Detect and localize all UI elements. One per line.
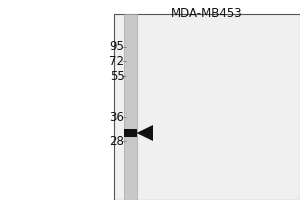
Text: 55: 55 bbox=[110, 70, 124, 83]
Text: MDA-MB453: MDA-MB453 bbox=[171, 7, 243, 20]
Bar bbox=[124, 14, 137, 200]
Bar bbox=[124, 129, 137, 137]
Text: 95: 95 bbox=[110, 40, 124, 53]
Text: 36: 36 bbox=[110, 111, 124, 124]
Text: 28: 28 bbox=[110, 135, 124, 148]
Text: 72: 72 bbox=[110, 55, 124, 68]
Polygon shape bbox=[136, 125, 153, 141]
Bar bbox=[114, 14, 300, 200]
